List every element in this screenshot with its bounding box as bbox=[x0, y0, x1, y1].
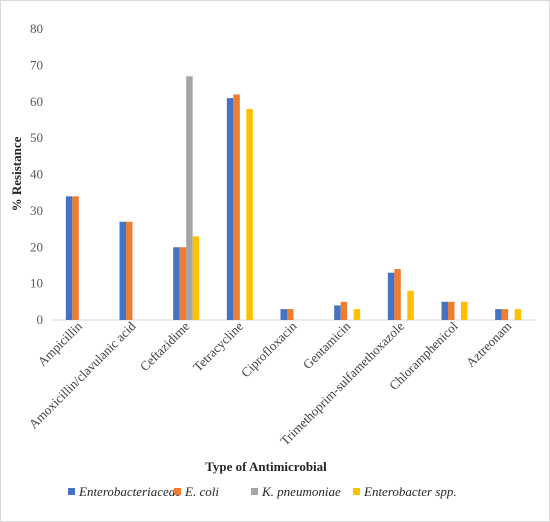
legend-label: E. coli bbox=[184, 484, 219, 499]
legend-label: Enterobacteriaceae bbox=[78, 484, 181, 499]
bar bbox=[65, 196, 73, 320]
bar bbox=[72, 196, 79, 320]
legend-swatch bbox=[174, 488, 181, 495]
y-tick-label: 20 bbox=[30, 239, 43, 254]
bar bbox=[394, 269, 401, 320]
bar bbox=[334, 305, 341, 320]
bar bbox=[126, 221, 133, 320]
bar bbox=[226, 98, 234, 320]
bar bbox=[192, 236, 200, 320]
bar bbox=[501, 309, 509, 320]
bar bbox=[287, 309, 294, 320]
bar bbox=[340, 301, 348, 320]
x-category-label: Tetracycline bbox=[190, 318, 246, 374]
bar bbox=[246, 109, 253, 320]
bar bbox=[407, 290, 414, 320]
bar bbox=[173, 247, 180, 320]
x-category-label: Gentamicin bbox=[300, 318, 354, 372]
x-category-label: Amoxicillin/clavulanic acid bbox=[26, 318, 139, 431]
legend-swatch bbox=[68, 488, 75, 495]
bar bbox=[495, 309, 502, 320]
legend-label: K. pneumoniae bbox=[261, 484, 341, 499]
bar bbox=[186, 76, 193, 320]
y-axis-ticks: 0 10 20 30 40 50 60 70 80 bbox=[30, 21, 43, 327]
bar bbox=[119, 221, 126, 320]
legend: Enterobacteriaceae E. coli K. pneumoniae En… bbox=[68, 484, 457, 499]
bar bbox=[448, 301, 455, 320]
x-category-label: Ciprofloxacin bbox=[238, 318, 300, 380]
legend-swatch bbox=[353, 488, 360, 495]
x-category-label: Ceftazidime bbox=[137, 318, 193, 374]
bar bbox=[441, 301, 448, 320]
legend-swatch bbox=[251, 488, 258, 495]
bar bbox=[233, 94, 240, 320]
y-tick-label: 0 bbox=[37, 312, 44, 327]
y-tick-label: 50 bbox=[30, 130, 43, 145]
y-tick-label: 70 bbox=[30, 57, 43, 72]
x-category-label: Aztreonam bbox=[463, 319, 514, 370]
y-tick-label: 30 bbox=[30, 203, 43, 218]
y-tick-label: 80 bbox=[30, 21, 43, 36]
bar bbox=[461, 301, 468, 320]
bars bbox=[65, 76, 522, 320]
x-axis-title: Type of Antimicrobial bbox=[205, 459, 327, 474]
y-tick-label: 40 bbox=[30, 167, 43, 182]
y-axis-title: % Resistance bbox=[9, 136, 24, 211]
bar bbox=[353, 309, 361, 320]
bar bbox=[179, 247, 187, 320]
bar bbox=[280, 309, 287, 320]
bar bbox=[514, 309, 522, 320]
bar bbox=[387, 272, 395, 320]
y-tick-label: 10 bbox=[30, 276, 43, 291]
y-tick-label: 60 bbox=[30, 94, 43, 109]
legend-label: Enterobacter spp. bbox=[363, 484, 457, 499]
